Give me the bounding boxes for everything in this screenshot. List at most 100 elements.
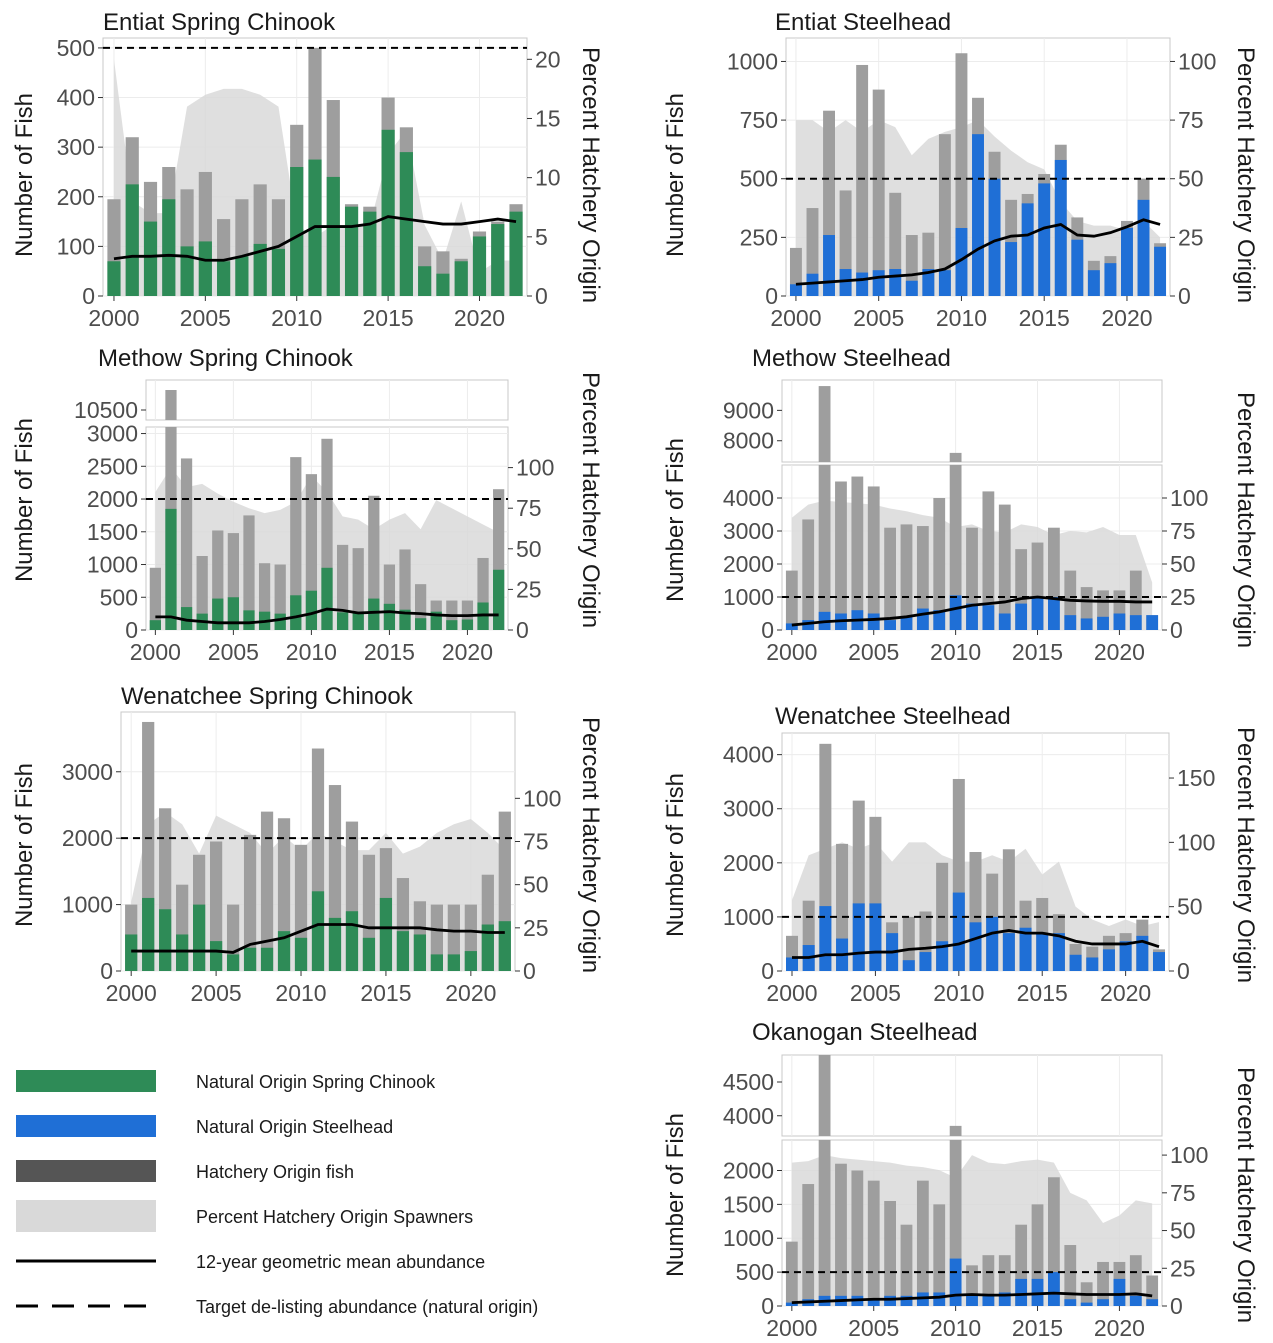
hatchery-bar <box>1097 1261 1109 1306</box>
natural-bar <box>493 569 505 630</box>
natural-bar <box>430 611 442 630</box>
chart-title: Wenatchee Steelhead <box>775 703 1011 730</box>
y2-tick-label: 0 <box>516 617 529 643</box>
natural-bar <box>142 897 155 971</box>
natural-bar <box>243 610 255 630</box>
x-tick-label: 2020 <box>1094 639 1145 665</box>
hatchery-bar <box>818 1140 831 1306</box>
y-tick-label: 0 <box>765 283 778 309</box>
natural-bar <box>966 603 978 630</box>
natural-bar <box>1152 952 1165 971</box>
y2-tick-label: 5 <box>535 224 548 250</box>
natural-bar <box>1087 270 1100 296</box>
natural-bar <box>1015 1278 1028 1306</box>
hatchery-bar <box>851 476 864 630</box>
natural-bar <box>149 620 161 630</box>
natural-bar <box>472 236 487 296</box>
y2-tick-label: 10 <box>535 165 561 191</box>
natural-bar <box>362 937 376 971</box>
geometric-mean-line <box>113 215 517 262</box>
y-tick-label: 3000 <box>62 759 113 785</box>
hatchery-bar <box>258 563 271 630</box>
y-tick-label: 3000 <box>87 421 138 447</box>
x-tick-label: 2020 <box>445 980 496 1006</box>
y2-tick-label: 75 <box>523 829 549 855</box>
y-tick-label: 4500 <box>723 1069 774 1095</box>
y-tick-label: 500 <box>57 35 95 61</box>
natural-bar <box>823 235 835 296</box>
legend-swatch <box>16 1200 156 1232</box>
x-tick-label: 2005 <box>208 639 259 665</box>
natural-bar <box>328 917 342 971</box>
x-tick-label: 2020 <box>1094 1315 1145 1341</box>
x-tick-label: 2010 <box>930 639 981 665</box>
hatchery-bar <box>851 1170 864 1306</box>
hatchery-bar <box>802 519 815 630</box>
x-tick-label: 2010 <box>275 980 326 1006</box>
y2-tick-label: 25 <box>1178 224 1204 250</box>
natural-bar <box>498 921 511 971</box>
chart-title: Wenatchee Spring Chinook <box>121 683 414 710</box>
y2-axis-label: Percent Hatchery Origin <box>577 372 604 628</box>
natural-bar <box>1052 933 1065 971</box>
natural-bar <box>1113 613 1126 630</box>
natural-bar <box>162 199 176 296</box>
natural-bar <box>1038 183 1051 296</box>
natural-bar <box>785 623 798 630</box>
natural-bar <box>919 952 932 971</box>
hatchery-bar <box>1146 1275 1159 1306</box>
y-tick-label: 1000 <box>62 892 113 918</box>
hatchery-bar <box>902 916 915 971</box>
y2-axis-label: Percent Hatchery Origin <box>1232 727 1259 983</box>
geometric-mean-line <box>792 929 1160 959</box>
geometric-mean-line <box>131 923 505 954</box>
hatchery-bar-upper <box>818 1055 831 1136</box>
natural-bar <box>1102 949 1115 971</box>
hatchery-bar-upper <box>949 1125 962 1136</box>
x-tick-label: 2010 <box>933 980 984 1006</box>
y-tick-label: 300 <box>57 134 95 160</box>
natural-bar <box>1146 615 1159 630</box>
y2-tick-label: 100 <box>1178 48 1216 74</box>
x-tick-label: 2020 <box>1100 980 1151 1006</box>
natural-bar <box>509 211 523 296</box>
natural-bar <box>363 211 377 296</box>
natural-bar <box>819 906 832 971</box>
chart-panel: Entiat Steelhead 0 250 500 750 1000 0 25 50 75 100… <box>662 9 1259 331</box>
hatchery-bar <box>933 1204 946 1306</box>
hatchery-bar <box>1129 1255 1142 1306</box>
natural-bar <box>952 892 965 971</box>
geometric-mean-line <box>795 218 1161 286</box>
hatchery-bar <box>415 584 427 630</box>
y2-tick-label: 0 <box>1170 1293 1183 1319</box>
natural-bar <box>839 269 852 296</box>
y-tick-label: 4000 <box>723 1103 774 1129</box>
y2-tick-label: 50 <box>1170 1218 1196 1244</box>
hatchery-bar <box>856 64 869 297</box>
natural-bar <box>383 603 396 630</box>
geometric-mean-line <box>791 595 1153 627</box>
natural-bar <box>209 941 223 971</box>
hatchery-bar <box>227 533 239 630</box>
hatchery-bar <box>321 438 333 630</box>
natural-bar <box>352 611 364 630</box>
y-tick-label: 1000 <box>723 584 774 610</box>
natural-bar <box>1031 597 1044 630</box>
natural-bar <box>1005 242 1018 296</box>
y-tick-label: 750 <box>740 107 778 133</box>
chart-title: Methow Spring Chinook <box>98 345 354 372</box>
natural-bar <box>1021 203 1034 296</box>
chart-panel: Wenatchee Spring Chinook 0 1000 2000 3000 0 25… <box>11 683 604 1006</box>
hatchery-bar <box>785 570 798 630</box>
hatchery-bar <box>785 1241 798 1306</box>
x-tick-label: 2000 <box>766 639 817 665</box>
natural-bar <box>1080 1302 1093 1306</box>
hatchery-bar <box>789 247 802 296</box>
y-tick-label: 250 <box>740 224 778 250</box>
legend-label: Hatchery Origin fish <box>196 1162 354 1182</box>
y2-tick-label: 20 <box>535 46 561 72</box>
natural-bar <box>955 227 968 296</box>
y-tick-label: 2000 <box>723 1157 774 1183</box>
hatchery-bar <box>1113 590 1126 630</box>
natural-bar <box>786 957 799 971</box>
